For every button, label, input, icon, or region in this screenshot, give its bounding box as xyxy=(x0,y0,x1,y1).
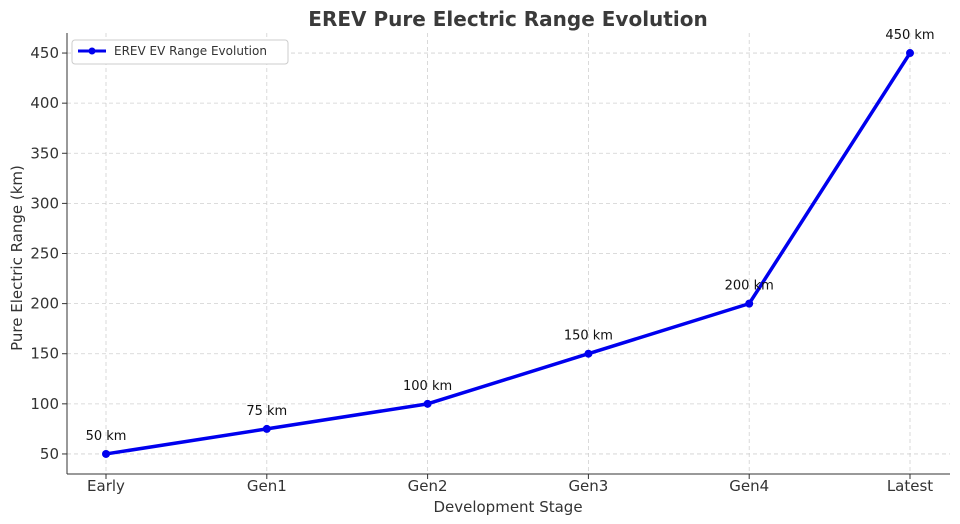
data-labels: 50 km 75 km 100 km 150 km 200 km 450 km xyxy=(86,28,935,444)
y-tick-label: 150 xyxy=(30,345,59,363)
x-tick-label: Gen1 xyxy=(247,477,287,495)
x-axis-label: Development Stage xyxy=(433,498,582,516)
series-line xyxy=(104,51,912,456)
x-tick-label: Gen4 xyxy=(729,477,769,495)
y-tick-label: 200 xyxy=(30,295,59,313)
x-axis-ticks: Early Gen1 Gen2 Gen3 Gen4 Latest xyxy=(87,474,933,495)
x-tick-label: Latest xyxy=(887,477,933,495)
series xyxy=(102,49,914,458)
grid xyxy=(67,33,950,474)
data-label: 450 km xyxy=(885,28,934,43)
y-tick-label: 450 xyxy=(30,44,59,62)
data-point xyxy=(906,49,914,58)
legend-marker xyxy=(88,47,96,55)
y-tick-label: 400 xyxy=(30,94,59,112)
data-label: 75 km xyxy=(246,404,287,419)
y-tick-label: 250 xyxy=(30,245,59,263)
data-point xyxy=(584,349,593,358)
x-tick-label: Early xyxy=(87,477,125,495)
data-point xyxy=(423,399,432,408)
y-axis-ticks: 50 100 150 200 250 300 350 400 450 xyxy=(30,44,67,463)
data-label: 50 km xyxy=(86,429,127,444)
y-tick-label: 300 xyxy=(30,194,59,212)
data-point xyxy=(102,449,110,458)
legend-box xyxy=(71,39,289,65)
data-label: 150 km xyxy=(564,329,613,344)
x-tick-label: Gen2 xyxy=(408,477,448,495)
data-label: 200 km xyxy=(725,279,774,294)
data-point xyxy=(745,299,754,308)
data-label: 100 km xyxy=(403,379,452,394)
y-tick-label: 50 xyxy=(40,445,59,463)
chart-title: EREV Pure Electric Range Evolution xyxy=(308,7,707,31)
x-tick-label: Gen3 xyxy=(568,477,608,495)
data-point xyxy=(262,424,271,433)
legend: EREV EV Range Evolution xyxy=(71,39,289,65)
y-tick-label: 350 xyxy=(30,144,59,162)
y-tick-label: 100 xyxy=(30,395,59,413)
legend-entry: EREV EV Range Evolution xyxy=(114,44,267,58)
y-axis-label: Pure Electric Range (km) xyxy=(8,165,26,351)
